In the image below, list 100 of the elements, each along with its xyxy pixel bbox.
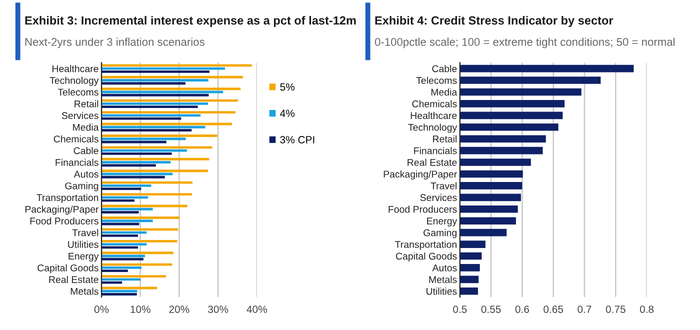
bar (102, 161, 171, 164)
y-tick-label: Transportation (36, 194, 98, 203)
bar (102, 102, 208, 105)
bar (102, 231, 147, 234)
bar (102, 263, 172, 266)
bar (102, 181, 192, 184)
bar (102, 106, 198, 108)
bar (102, 270, 128, 272)
bar (102, 252, 174, 254)
chart-title: Exhibit 4: Credit Stress Indicator by sector (375, 16, 614, 27)
y-tick-label: Healthcare (52, 65, 98, 72)
x-tick-label: 20% (169, 306, 190, 313)
bar (102, 129, 192, 132)
bar (102, 114, 201, 117)
x-tick-label: 0.6 (515, 306, 529, 313)
bar (102, 64, 252, 67)
bar (102, 79, 208, 82)
y-tick-label: Technology (50, 76, 99, 86)
y-tick-label: Food Producers (388, 206, 457, 213)
y-tick-label: Metals (70, 288, 98, 295)
bar (102, 188, 142, 190)
y-tick-label: Travel (430, 182, 456, 190)
bar (102, 234, 138, 237)
y-tick-label: Travel (72, 229, 98, 236)
bar (102, 193, 192, 196)
x-tick-label: 0% (94, 306, 109, 313)
bar (102, 199, 135, 202)
x-tick-label: 0.8 (640, 306, 654, 313)
y-tick-label: Autos (74, 170, 98, 178)
y-tick-label: Autos (432, 264, 457, 272)
chart-subtitle: Next-2yrs under 3 inflation scenarios (25, 38, 204, 48)
bar (102, 290, 138, 292)
bar (102, 111, 236, 114)
bar (102, 184, 152, 187)
y-tick-label: Chemicals (412, 100, 457, 108)
y-tick-label: Technology (408, 124, 458, 133)
bar (102, 208, 153, 210)
bar (102, 138, 186, 140)
bar (102, 275, 166, 278)
y-tick-label: Utilities (426, 288, 457, 295)
bar (102, 293, 137, 296)
bar (102, 94, 209, 96)
bar (102, 196, 148, 199)
y-tick-label: Energy (427, 218, 458, 226)
y-tick-label: Telecoms (416, 76, 457, 84)
y-tick-label: Energy (68, 252, 99, 262)
bar (102, 211, 139, 214)
x-tick-label: 10% (130, 306, 150, 313)
bar (102, 243, 147, 246)
bar (102, 258, 144, 260)
bar (102, 170, 208, 172)
x-tick-label: 40% (246, 306, 267, 313)
y-tick-label: Capital Goods (38, 264, 98, 274)
x-tick-label: 0.55 (481, 306, 501, 313)
bar (102, 82, 186, 85)
y-tick-label: Media (73, 124, 99, 131)
y-tick-label: Cable (74, 147, 98, 154)
y-tick-label: Utilities (68, 240, 98, 248)
bar (102, 176, 165, 178)
bar (102, 76, 243, 78)
bar (102, 164, 156, 167)
y-tick-label: Transportation (395, 240, 456, 250)
y-tick-label: Financials (56, 158, 98, 166)
y-tick-label: Real Estate (49, 276, 98, 284)
bar (102, 281, 122, 284)
x-tick-label: 0.7 (578, 306, 592, 313)
bar (102, 146, 212, 149)
y-tick-label: Chemicals (54, 135, 98, 142)
x-tick-label: 0.75 (606, 306, 626, 313)
y-tick-label: Retail (74, 100, 98, 108)
y-tick-label: Food Producers (30, 217, 98, 224)
y-tick-label: Services (420, 194, 457, 202)
bar (102, 117, 182, 120)
chart-title: Exhibit 3: Incremental interest expense as a pct of last-12m (25, 16, 356, 27)
bar (102, 134, 218, 137)
bar (102, 240, 178, 242)
y-tick-label: Gaming (65, 182, 98, 192)
bar (102, 220, 153, 222)
x-tick-label: 0.5 (453, 306, 467, 313)
x-tick-label: 30% (208, 306, 228, 313)
legend-label: 5% (280, 83, 294, 91)
bar (102, 152, 172, 155)
y-tick-label: Capital Goods (396, 252, 457, 262)
bar (102, 149, 187, 152)
bar (102, 216, 180, 219)
y-tick-label: Services (62, 112, 98, 120)
bar (102, 278, 140, 281)
legend-label: 3% CPI (280, 136, 314, 144)
bar (102, 88, 241, 90)
y-tick-label: Media (431, 88, 458, 96)
bar (102, 228, 178, 231)
y-tick-label: Healthcare (410, 112, 457, 120)
y-tick-label: Metals (429, 276, 457, 284)
y-tick-label: Financials (414, 147, 457, 154)
y-tick-label: Telecoms (58, 88, 98, 96)
y-tick-label: Packaging/Paper (25, 206, 99, 215)
bar (102, 246, 138, 249)
bar (102, 158, 210, 160)
bar (102, 70, 210, 73)
y-tick-label: Packaging/Paper (384, 170, 457, 180)
